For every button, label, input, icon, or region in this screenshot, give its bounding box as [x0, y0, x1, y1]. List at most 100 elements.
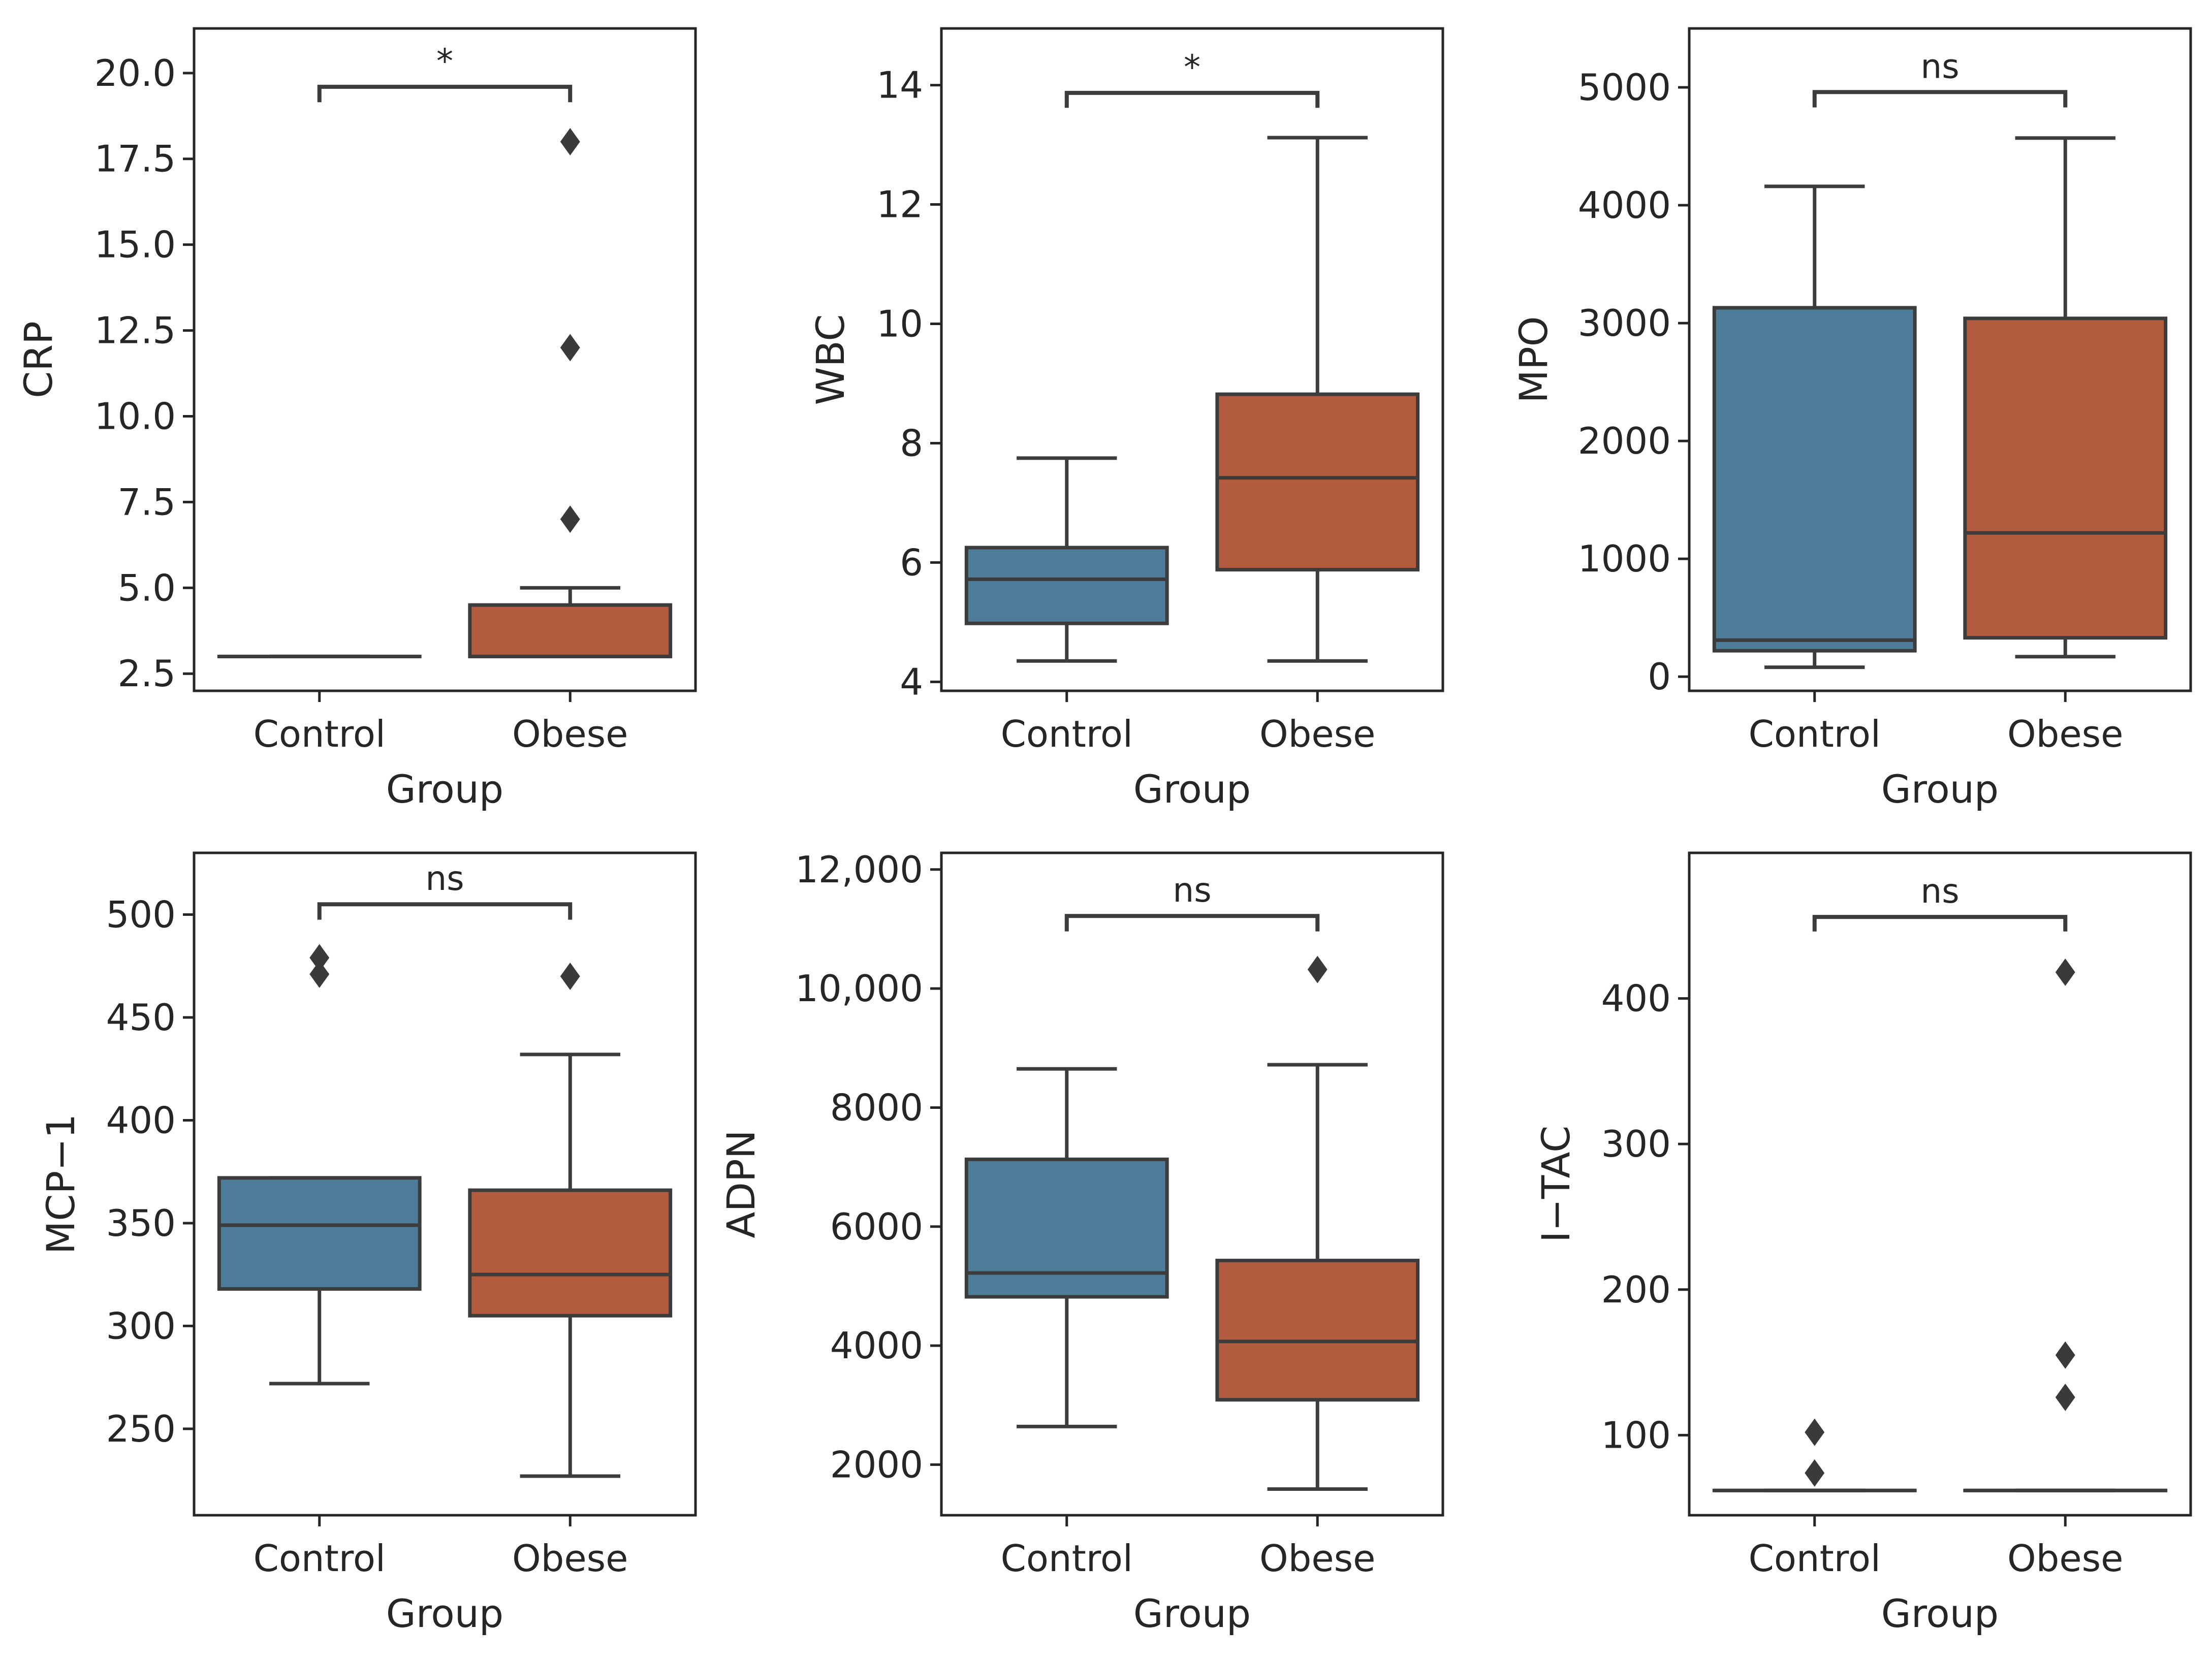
x-tick-label-obese: Obese: [1259, 713, 1375, 755]
y-tick-label: 100: [1601, 1414, 1671, 1456]
obese-outlier-point: [2055, 1341, 2075, 1369]
significance-bracket: [1812, 915, 2068, 932]
significance-label: *: [1184, 48, 1200, 87]
axes-frame: [940, 851, 1444, 1517]
control-box: [1712, 306, 1917, 653]
y-axis-title: WBC: [808, 314, 853, 405]
obese-outlier-point: [560, 962, 580, 990]
x-axis-title: Group: [1881, 767, 1999, 812]
y-tick-label: 10.0: [94, 395, 176, 437]
y-tick-label: 4000: [830, 1324, 923, 1367]
x-axis-title: Group: [386, 767, 503, 812]
y-tick-label: 250: [106, 1408, 176, 1450]
y-tick-label: 350: [106, 1202, 176, 1244]
x-tick-label-control: Control: [1001, 1537, 1133, 1580]
y-tick-label: 10,000: [795, 967, 923, 1010]
obese-outlier-point: [1307, 955, 1328, 983]
panel-adpn: ns 2000 4000 6000 8000 10,000 12,000 Control Obe…: [718, 848, 1444, 1636]
significance-bracket: [1812, 90, 2068, 108]
y-tick-label: 20.0: [94, 52, 176, 94]
x-tick-label-control: Control: [1001, 713, 1133, 755]
y-tick-label: 2000: [1578, 420, 1671, 462]
obese-outlier-point: [560, 505, 580, 533]
y-tick-label: 6000: [830, 1205, 923, 1248]
obese-outlier-point: [2055, 959, 2075, 986]
y-tick-label: 2000: [830, 1443, 923, 1486]
y-tick-label: 12: [876, 183, 923, 226]
x-axis-title: Group: [386, 1591, 503, 1636]
y-tick-label: 15.0: [94, 224, 176, 266]
y-tick-label: 8: [900, 422, 923, 464]
significance-bracket: [317, 84, 573, 103]
significance-bracket: [1064, 90, 1320, 108]
x-tick-label-control: Control: [1749, 1537, 1881, 1580]
y-tick-label: 12,000: [795, 848, 923, 891]
y-tick-label: 500: [106, 893, 176, 936]
y-tick-label: 12.5: [94, 309, 176, 352]
significance-bracket: [317, 902, 573, 920]
significance-label: ns: [1920, 47, 1959, 86]
control-outlier-point: [309, 960, 330, 988]
y-tick-label: 10: [876, 303, 923, 345]
significance-label: ns: [1173, 871, 1211, 910]
y-tick-label: 1000: [1578, 537, 1671, 580]
y-axis-title: MCP−1: [38, 1114, 83, 1255]
axes-frame: [940, 27, 1444, 692]
obese-box: [468, 1188, 673, 1318]
x-tick-label-control: Control: [254, 713, 386, 755]
significance-bracket: [1064, 914, 1320, 932]
x-tick-label-obese: Obese: [2007, 1537, 2123, 1580]
axes-frame: [1688, 27, 2192, 692]
control-outlier-point: [309, 944, 330, 972]
significance-label: *: [436, 42, 453, 81]
x-tick-label-obese: Obese: [2007, 713, 2123, 755]
panel-mpo: ns 0 1000 2000 3000 4000 5000 Control ObeseGroup…: [1511, 27, 2192, 812]
obese-outlier-point: [2055, 1383, 2075, 1411]
significance-label: ns: [425, 859, 464, 898]
y-tick-label: 6: [900, 541, 923, 584]
control-box: [964, 1157, 1169, 1299]
y-tick-label: 300: [106, 1304, 176, 1347]
y-tick-label: 4000: [1578, 184, 1671, 227]
obese-box: [1215, 1259, 1420, 1402]
y-tick-label: 400: [1601, 977, 1671, 1020]
x-tick-label-control: Control: [254, 1537, 386, 1580]
y-tick-label: 17.5: [94, 138, 176, 180]
obese-outlier-point: [560, 127, 580, 155]
obese-outlier-point: [560, 334, 580, 362]
obese-box: [1215, 392, 1420, 572]
x-tick-label-control: Control: [1749, 713, 1881, 755]
x-tick-label-obese: Obese: [1259, 1537, 1375, 1580]
y-tick-label: 200: [1601, 1268, 1671, 1311]
control-box: [964, 546, 1169, 625]
y-tick-label: 14: [876, 64, 923, 107]
y-axis-title: ADPN: [718, 1130, 764, 1238]
axes-frame: [193, 27, 697, 692]
x-axis-title: Group: [1881, 1591, 1999, 1636]
axes-frame: [193, 851, 697, 1517]
y-tick-label: 7.5: [117, 481, 176, 523]
significance-label: ns: [1920, 872, 1959, 911]
y-axis-title: I−TAC: [1533, 1126, 1578, 1242]
y-tick-label: 5000: [1578, 66, 1671, 109]
x-axis-title: Group: [1133, 1591, 1251, 1636]
y-tick-label: 3000: [1578, 302, 1671, 344]
x-tick-label-obese: Obese: [512, 1537, 628, 1580]
y-tick-label: 4: [900, 660, 923, 703]
y-tick-label: 300: [1601, 1123, 1671, 1165]
axes-frame: [1688, 851, 2192, 1517]
y-tick-label: 400: [106, 1099, 176, 1141]
y-tick-label: 2.5: [117, 652, 176, 695]
control-box: [217, 1176, 422, 1291]
y-axis-title: CRP: [16, 321, 61, 398]
control-outlier-point: [1805, 1459, 1825, 1487]
x-axis-title: Group: [1133, 767, 1251, 812]
y-tick-label: 450: [106, 996, 176, 1039]
y-tick-label: 8000: [830, 1086, 923, 1129]
obese-box: [468, 603, 673, 658]
